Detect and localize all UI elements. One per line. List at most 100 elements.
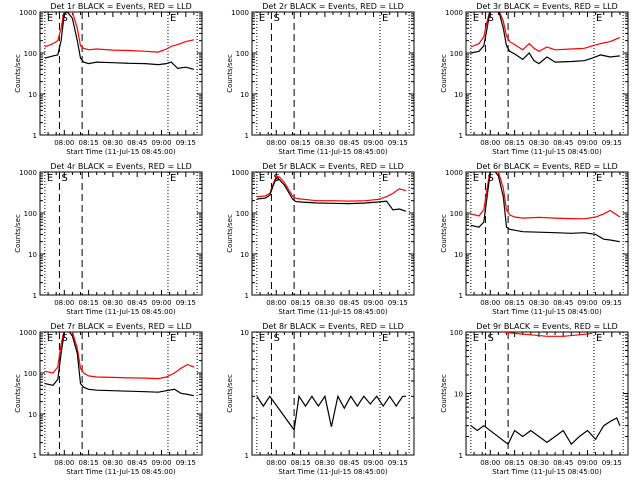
- event-marker-label: E: [596, 13, 602, 24]
- lld-series-line: [256, 175, 407, 202]
- x-tick-label: 08:45: [127, 459, 147, 467]
- x-tick-label: 09:00: [577, 139, 597, 147]
- y-tick-label: 1000: [445, 9, 463, 17]
- event-marker-label: E: [259, 333, 265, 344]
- x-tick-label: 08:45: [553, 459, 573, 467]
- y-tick-label: 100: [236, 50, 249, 58]
- y-tick-label: 1: [33, 132, 37, 140]
- event-marker-label: S: [273, 13, 279, 24]
- plot-frame: [251, 171, 415, 296]
- y-tick-label: 10: [454, 391, 463, 399]
- x-tick-label: 08:15: [79, 299, 99, 307]
- event-marker-label: S: [487, 333, 493, 344]
- panel: Det 5r BLACK = Events, RED = LLD 1 10 100 10…: [226, 162, 415, 316]
- plot-frame: [251, 331, 415, 456]
- x-tick-label: 08:15: [79, 139, 99, 147]
- x-tick-label: 09:15: [176, 459, 196, 467]
- y-tick-label: 10: [240, 251, 249, 259]
- panel-title: Det 1r BLACK = Events, RED = LLD: [50, 2, 192, 11]
- event-marker-label: E: [47, 333, 53, 344]
- y-tick-label: 10: [240, 329, 249, 337]
- y-tick-label: 100: [450, 329, 463, 337]
- x-axis-label: Start Time (11-Jul-15 08:45:00): [66, 148, 176, 156]
- event-marker-label: E: [382, 13, 388, 24]
- event-marker-label: E: [47, 173, 53, 184]
- x-tick-label: 08:00: [54, 139, 74, 147]
- x-tick-label: 09:00: [577, 299, 597, 307]
- panel-title: Det 6r BLACK = Events, RED = LLD: [476, 162, 618, 171]
- events-series-line: [44, 332, 195, 397]
- lld-series-line: [470, 172, 621, 220]
- y-tick-label: 10: [28, 411, 37, 419]
- event-marker-label: E: [47, 13, 53, 24]
- x-tick-label: 08:15: [505, 139, 525, 147]
- x-tick-label: 08:00: [480, 139, 500, 147]
- x-tick-label: 08:30: [529, 459, 549, 467]
- panel: Det 3r BLACK = Events, RED = LLD 1 10 100 10…: [440, 2, 629, 156]
- x-tick-label: 08:30: [315, 299, 335, 307]
- event-marker-label: S: [487, 13, 493, 24]
- events-series-line: [470, 172, 621, 243]
- y-tick-label: 1000: [231, 169, 249, 177]
- event-marker-label: E: [382, 173, 388, 184]
- y-axis-label: Counts/sec: [14, 374, 22, 413]
- x-tick-label: 08:30: [315, 459, 335, 467]
- event-marker-label: E: [473, 13, 479, 24]
- x-tick-label: 08:45: [553, 139, 573, 147]
- x-tick-label: 09:15: [176, 139, 196, 147]
- x-tick-label: 08:00: [480, 299, 500, 307]
- x-axis-label: Start Time (11-Jul-15 08:45:00): [492, 468, 602, 476]
- y-axis-label: Counts/sec: [14, 214, 22, 253]
- x-axis-label: Start Time (11-Jul-15 08:45:00): [66, 468, 176, 476]
- x-tick-label: 09:00: [363, 299, 383, 307]
- panel: Det 7r BLACK = Events, RED = LLD 1 10 100 10…: [14, 322, 203, 476]
- event-marker-label: E: [170, 333, 176, 344]
- event-marker-label: E: [170, 173, 176, 184]
- plot-frame: [39, 171, 203, 296]
- plot-frame: [39, 11, 203, 136]
- event-marker-label: S: [61, 173, 67, 184]
- x-tick-label: 09:00: [151, 139, 171, 147]
- plot-frame: [39, 331, 203, 456]
- y-tick-label: 100: [24, 210, 37, 218]
- x-axis-label: Start Time (11-Jul-15 08:45:00): [66, 308, 176, 316]
- x-tick-label: 09:15: [388, 299, 408, 307]
- event-marker-label: E: [259, 173, 265, 184]
- lld-series-line: [44, 12, 195, 53]
- panel: Det 9r BLACK = Events, RED = LLD 1 10 100 08…: [440, 322, 629, 476]
- y-tick-label: 1: [245, 452, 249, 460]
- plot-frame: [465, 11, 629, 136]
- events-series-line: [256, 177, 407, 212]
- panel-title: Det 4r BLACK = Events, RED = LLD: [50, 162, 192, 171]
- x-tick-label: 08:45: [339, 299, 359, 307]
- y-tick-label: 10: [28, 91, 37, 99]
- y-axis-label: Counts/sec: [14, 54, 22, 93]
- x-tick-label: 08:30: [529, 299, 549, 307]
- x-tick-label: 08:30: [103, 299, 123, 307]
- x-tick-label: 08:15: [291, 299, 311, 307]
- y-axis-label: Counts/sec: [440, 374, 448, 413]
- x-tick-label: 08:45: [127, 139, 147, 147]
- y-axis-label: Counts/sec: [440, 214, 448, 253]
- x-tick-label: 08:00: [266, 459, 286, 467]
- x-axis-label: Start Time (11-Jul-15 08:45:00): [278, 148, 388, 156]
- panel: Det 1r BLACK = Events, RED = LLD 1 10 100 10…: [14, 2, 203, 156]
- x-tick-label: 09:00: [363, 139, 383, 147]
- x-axis-label: Start Time (11-Jul-15 08:45:00): [492, 308, 602, 316]
- x-tick-label: 08:45: [339, 459, 359, 467]
- y-tick-label: 1: [459, 452, 463, 460]
- x-tick-label: 08:00: [480, 459, 500, 467]
- x-tick-label: 08:30: [103, 139, 123, 147]
- panel: Det 6r BLACK = Events, RED = LLD 1 10 100 10…: [440, 162, 629, 316]
- event-marker-label: E: [170, 13, 176, 24]
- event-marker-label: E: [596, 333, 602, 344]
- plot-frame: [465, 171, 629, 296]
- panel: Det 2r BLACK = Events, RED = LLD 1 10 100 10…: [226, 2, 415, 156]
- y-tick-label: 1000: [19, 169, 37, 177]
- y-tick-label: 100: [24, 370, 37, 378]
- plot-frame: [465, 331, 629, 456]
- x-tick-label: 08:00: [54, 459, 74, 467]
- y-tick-label: 1000: [231, 9, 249, 17]
- event-marker-label: E: [473, 333, 479, 344]
- y-tick-label: 100: [450, 50, 463, 58]
